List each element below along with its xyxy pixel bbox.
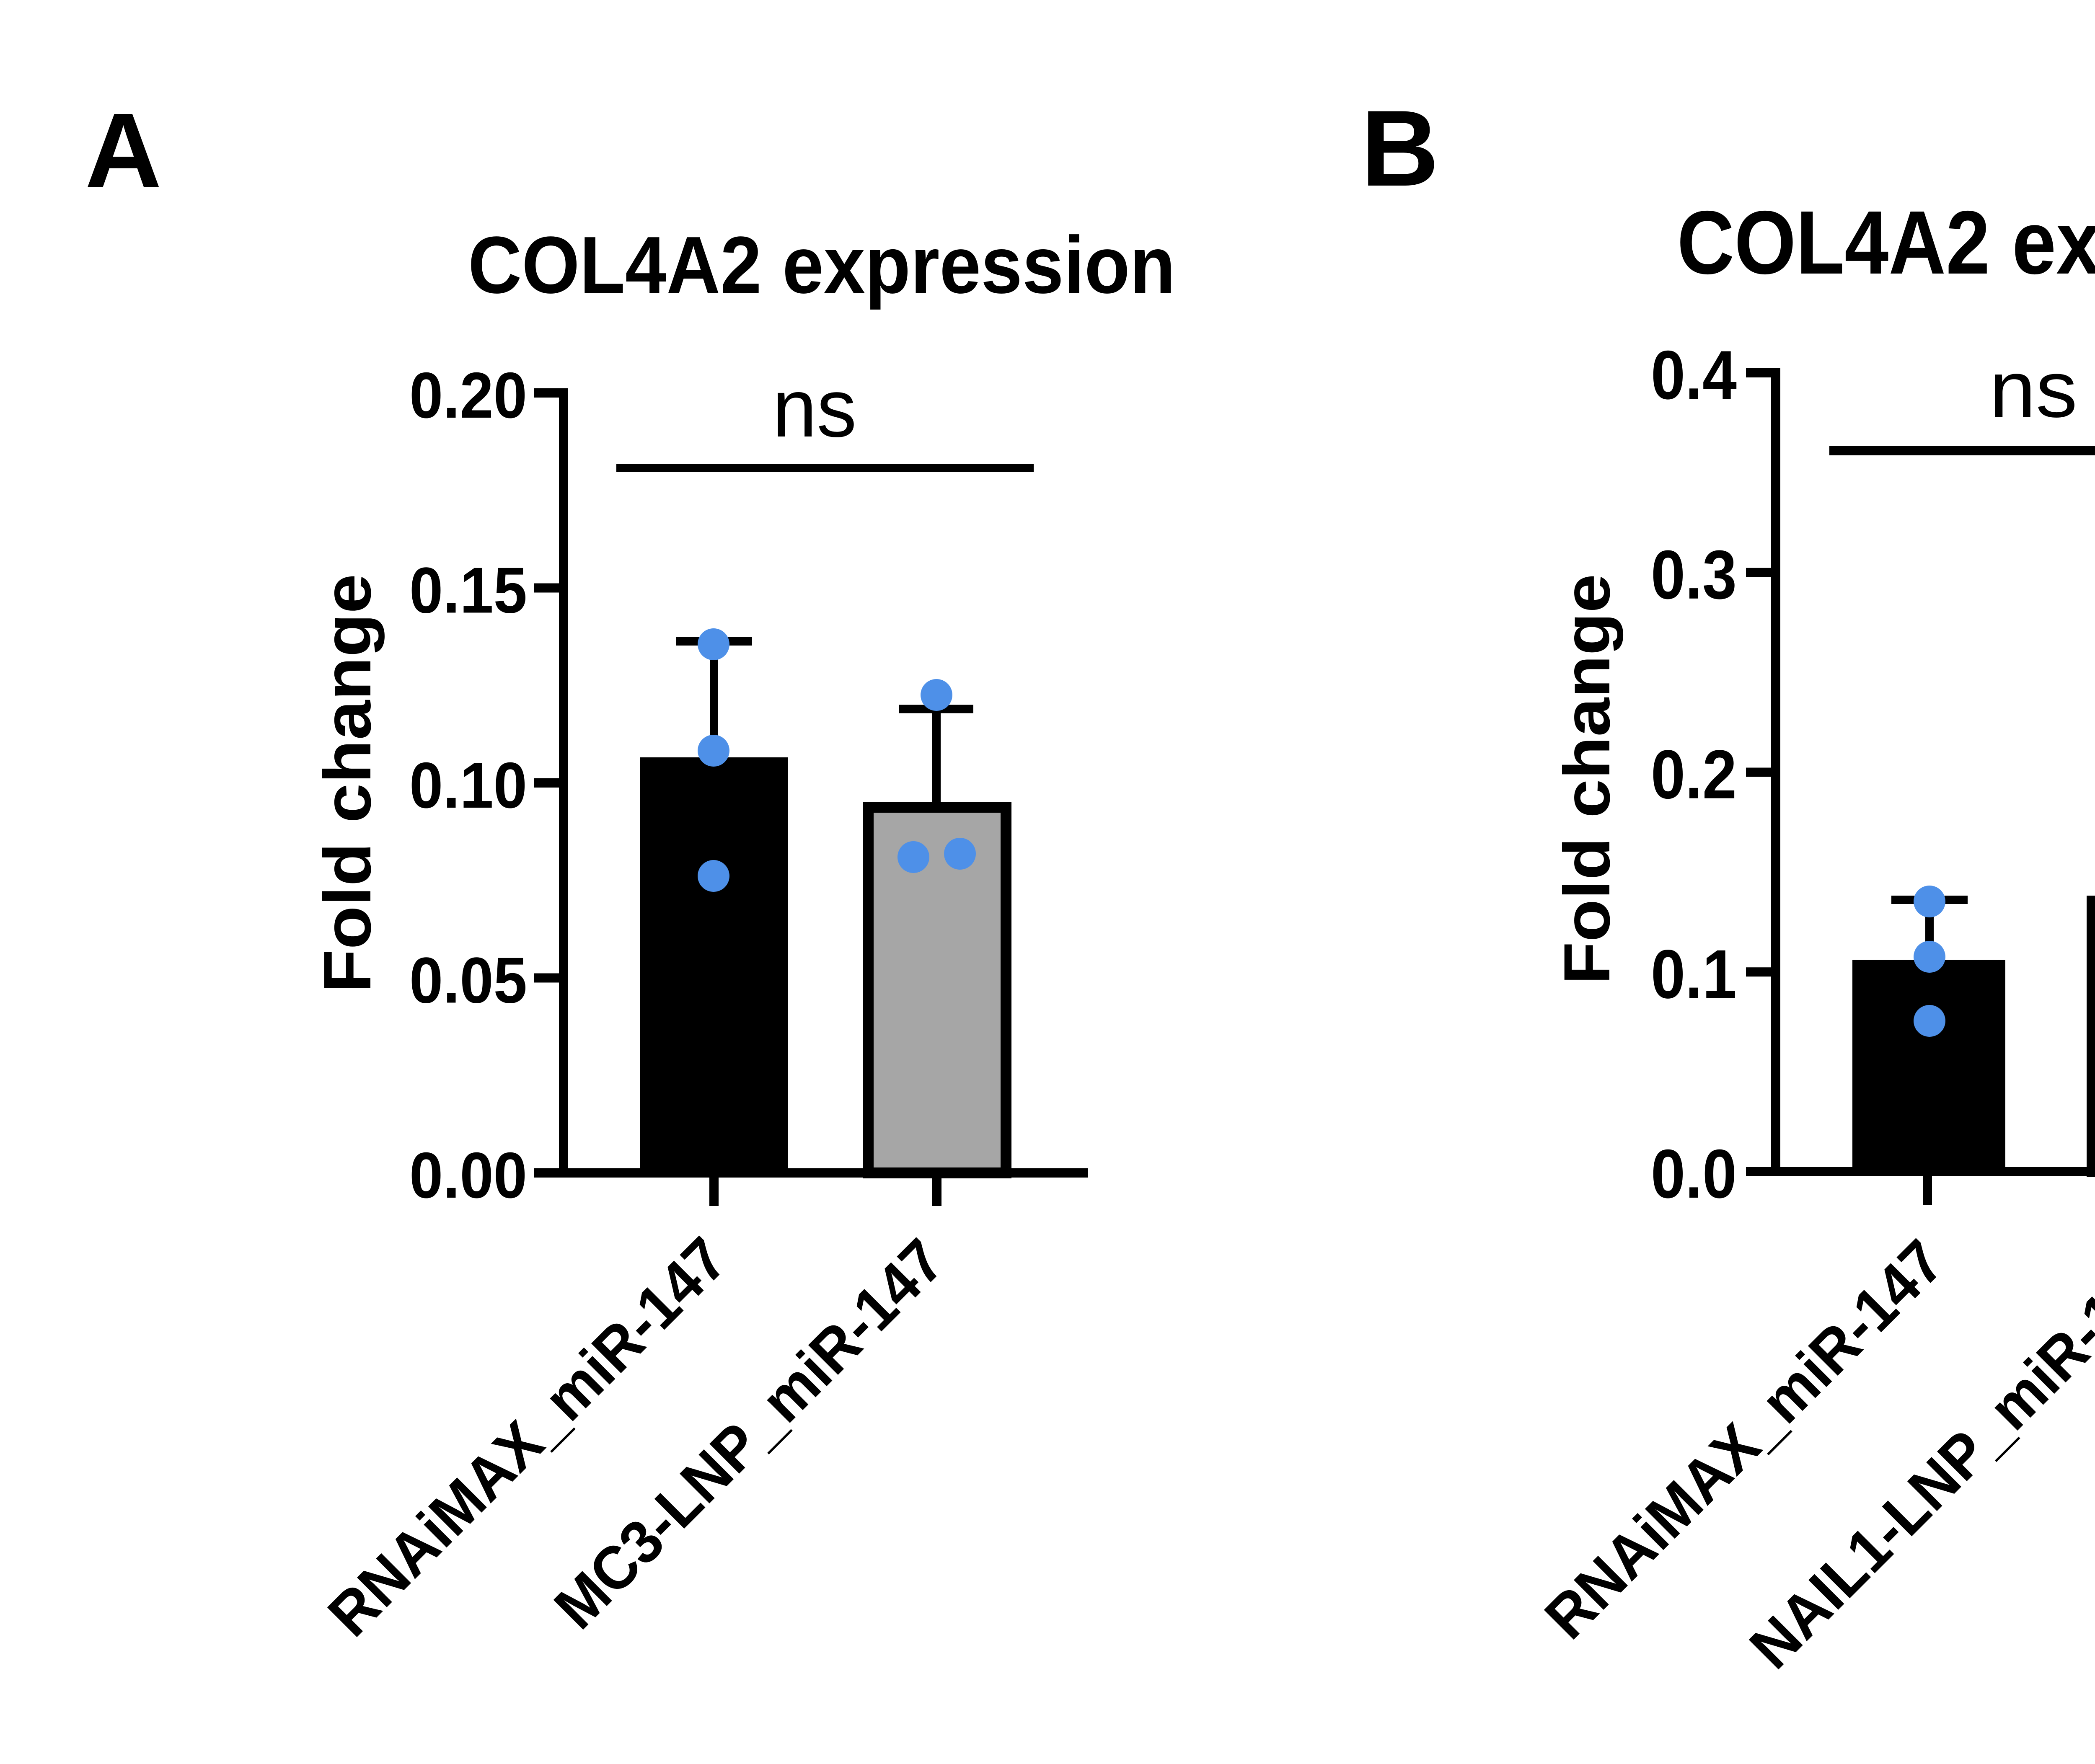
svg-text:COL4A2 expression: COL4A2 expression (1677, 192, 2095, 293)
svg-text:0.4: 0.4 (1651, 336, 1737, 413)
svg-text:0.20: 0.20 (409, 359, 527, 431)
svg-text:ns: ns (1989, 345, 2077, 434)
svg-text:0.3: 0.3 (1651, 536, 1737, 613)
svg-text:A: A (85, 91, 162, 209)
svg-text:COL4A2 expression: COL4A2 expression (468, 220, 1175, 310)
svg-text:Fold change: Fold change (310, 574, 385, 993)
svg-text:0.0: 0.0 (1651, 1135, 1737, 1212)
svg-text:0.2: 0.2 (1651, 736, 1737, 813)
svg-text:0.15: 0.15 (409, 554, 527, 627)
svg-text:0.05: 0.05 (409, 944, 527, 1017)
svg-text:B: B (1361, 88, 1439, 209)
svg-text:ns: ns (773, 362, 857, 454)
svg-text:0.1: 0.1 (1651, 935, 1737, 1012)
svg-text:0.00: 0.00 (409, 1139, 527, 1211)
svg-text:Fold change: Fold change (1551, 574, 1624, 984)
svg-text:0.10: 0.10 (409, 749, 527, 821)
